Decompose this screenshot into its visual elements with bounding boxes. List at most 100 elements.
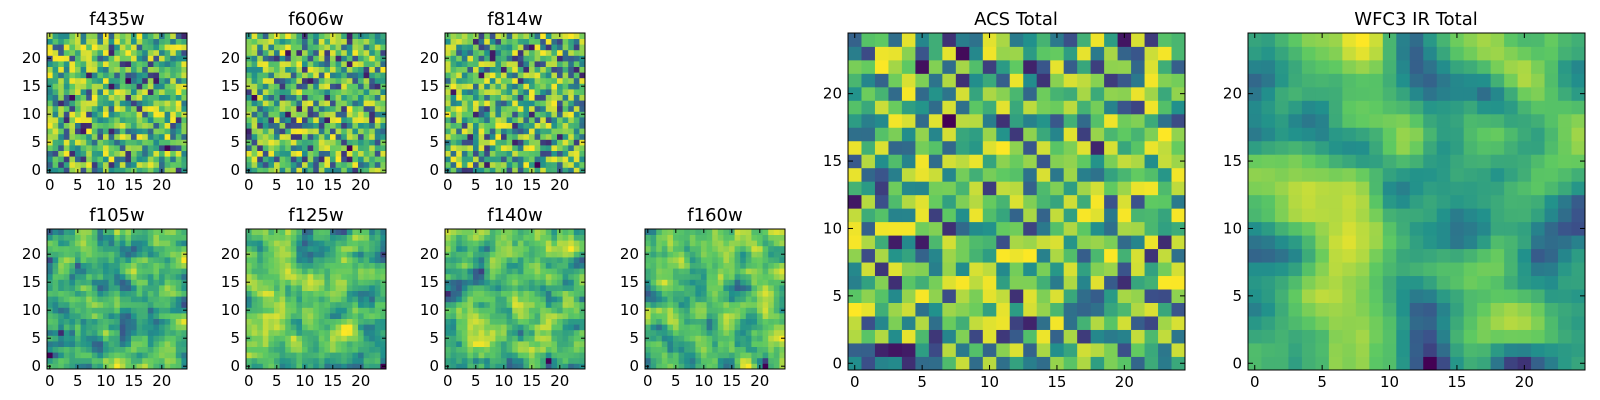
heatmap-cell: [534, 240, 541, 247]
heatmap-cell: [667, 307, 674, 314]
heatmap-cell: [335, 329, 342, 336]
heatmap-cell: [579, 285, 586, 291]
heatmap-cell: [363, 61, 370, 67]
heatmap-cell: [762, 251, 769, 258]
heatmap-cell: [175, 44, 182, 51]
heatmap-cell: [678, 341, 685, 347]
heatmap-cell: [86, 341, 93, 347]
heatmap-cell: [1009, 167, 1024, 182]
heatmap-cell: [164, 335, 171, 342]
heatmap-cell: [712, 262, 719, 269]
heatmap-cell: [495, 307, 502, 314]
heatmap-cell: [251, 296, 258, 303]
heatmap-cell: [779, 257, 786, 263]
heatmap-cell: [484, 167, 491, 174]
heatmap-cell: [69, 105, 76, 112]
heatmap-cell: [257, 139, 264, 146]
heatmap-cell: [489, 72, 496, 79]
heatmap-cell: [740, 313, 747, 319]
heatmap-cell: [712, 301, 719, 308]
heatmap-cell: [562, 89, 569, 95]
heatmap-cell: [461, 61, 468, 67]
heatmap-cell: [290, 234, 297, 241]
heatmap-cell: [363, 290, 370, 297]
heatmap-cell: [540, 128, 547, 135]
heatmap-cell: [745, 245, 752, 252]
heatmap-cell: [164, 77, 171, 84]
heatmap-cell: [341, 150, 348, 157]
heatmap-cell: [656, 245, 663, 252]
heatmap-cell: [307, 335, 314, 342]
heatmap-cell: [324, 285, 331, 291]
heatmap-cell: [450, 150, 457, 157]
x-tick-label: 20: [750, 372, 769, 390]
heatmap-cell: [540, 313, 547, 319]
heatmap-cell: [445, 296, 451, 303]
heatmap-cell: [97, 89, 104, 95]
heatmap-cell: [86, 167, 93, 174]
heatmap-cell: [75, 156, 81, 163]
heatmap-cell: [551, 346, 558, 353]
heatmap-cell: [80, 33, 87, 39]
heatmap-cell: [645, 262, 651, 269]
heatmap-cell: [562, 61, 569, 67]
heatmap-cell: [523, 38, 530, 45]
heatmap-cell: [324, 55, 331, 62]
heatmap-cell: [380, 234, 387, 241]
heatmap-cell: [573, 133, 580, 140]
heatmap-cell: [557, 251, 563, 258]
heatmap-cell: [545, 296, 552, 303]
heatmap-cell: [579, 117, 586, 123]
heatmap-cell: [86, 352, 93, 359]
heatmap-cell: [153, 66, 160, 73]
heatmap-cell: [91, 296, 98, 303]
heatmap-cell: [251, 100, 258, 107]
heatmap-cell: [52, 313, 59, 319]
heatmap-cell: [159, 49, 165, 56]
heatmap-cell: [551, 77, 558, 84]
heatmap-cell: [369, 128, 376, 135]
heatmap-cell: [678, 318, 685, 325]
heatmap-cell: [307, 268, 314, 275]
heatmap-cell: [661, 262, 668, 269]
heatmap-cell: [279, 318, 286, 325]
heatmap-cell: [170, 150, 177, 157]
heatmap-cell: [136, 117, 143, 123]
heatmap-cell: [501, 307, 507, 314]
heatmap-cell: [450, 251, 457, 258]
heatmap-cell: [745, 357, 752, 364]
heatmap-cell: [75, 262, 81, 269]
x-tick-label: 10: [96, 372, 115, 390]
heatmap-cell: [279, 329, 286, 336]
heatmap-cell: [285, 128, 292, 135]
heatmap-cell: [296, 357, 303, 364]
heatmap-cell: [751, 279, 758, 286]
heatmap-cell: [318, 38, 325, 45]
heatmap-cell: [661, 279, 668, 286]
heatmap-cell: [257, 240, 264, 247]
heatmap-cell: [335, 133, 342, 140]
heatmap-cell: [75, 89, 81, 95]
heatmap-cell: [318, 66, 325, 73]
heatmap-cell: [573, 105, 580, 112]
heatmap-cell: [734, 257, 741, 263]
heatmap-cell: [712, 363, 719, 370]
heatmap-cell: [363, 363, 370, 370]
heatmap-cell: [290, 44, 297, 51]
heatmap-cell: [562, 363, 569, 370]
heatmap-cell: [164, 296, 171, 303]
heatmap-cell: [768, 296, 775, 303]
heatmap-cell: [996, 194, 1011, 209]
heatmap-cell: [363, 329, 370, 336]
heatmap-cell: [529, 66, 535, 73]
heatmap-cell: [52, 33, 59, 39]
heatmap-cell: [517, 251, 524, 258]
heatmap-cell: [773, 318, 780, 325]
heatmap-cell: [47, 128, 53, 135]
heatmap-cell: [91, 318, 98, 325]
heatmap-cell: [768, 268, 775, 275]
heatmap-cell: [745, 341, 752, 347]
heatmap-cell: [684, 262, 691, 269]
heatmap-cell: [982, 329, 997, 344]
heatmap-cell: [762, 268, 769, 275]
